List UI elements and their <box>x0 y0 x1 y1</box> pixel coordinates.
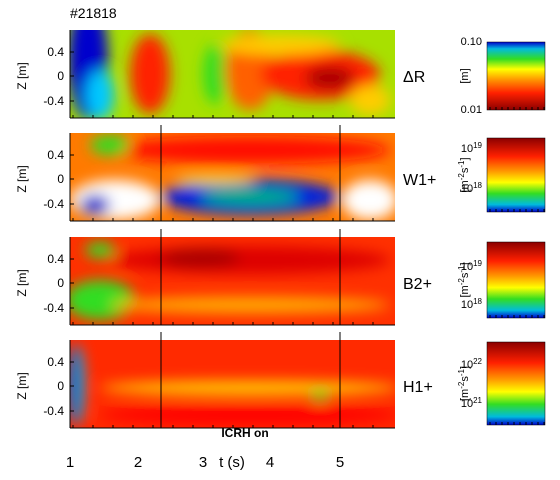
x-tick-label: 2 <box>134 454 142 471</box>
y-tick-label: 0 <box>57 276 64 290</box>
panels: 0.4 0 -0.4 Z [m] ΔR 0.10 0.01 [m] 0.4 0 -0.4 Z [m] W… <box>15 30 546 471</box>
y-tick-label: 0 <box>57 379 64 393</box>
panel-label: B2+ <box>403 276 432 293</box>
colorbar-tick-label: 1022 <box>461 357 483 372</box>
y-tick-label: -0.4 <box>43 197 64 211</box>
colorbar <box>486 241 546 319</box>
y-axis-label: Z [m] <box>15 269 29 296</box>
colorbar-unit: [m] <box>459 68 471 83</box>
colorbar-tick-label: 1018 <box>461 297 483 312</box>
colorbar-tick-label: 1021 <box>461 396 483 411</box>
x-axis-label: t (s) <box>219 454 245 471</box>
x-tick-label: 5 <box>336 454 344 471</box>
colorbar <box>486 341 546 426</box>
y-tick-label: 0.4 <box>47 252 64 266</box>
colorbar <box>486 137 546 213</box>
x-tick-label: 4 <box>266 454 274 471</box>
panel: 0.4 0 -0.4 Z [m] B2+ 1019 1018[m-2s-1] <box>15 229 546 326</box>
panel-label: W1+ <box>403 172 436 189</box>
panel: 0.4 0 -0.4 Z [m] ΔR 0.10 0.01 [m] <box>15 30 546 119</box>
panel: 0.4 0 -0.4 Z [m] H1+ 1022 1021[m-2s-1] <box>15 332 546 429</box>
annotation: ICRH on <box>221 426 268 440</box>
panel-label: ΔR <box>403 69 425 86</box>
y-axis-label: Z [m] <box>15 62 29 89</box>
contour-image <box>70 133 395 221</box>
colorbar-tick-label: 1019 <box>461 141 483 156</box>
y-axis-label: Z [m] <box>15 372 29 399</box>
colorbar-unit: [m-2s-1] <box>457 366 472 401</box>
colorbar-tick-label: 1019 <box>461 259 483 274</box>
y-tick-label: 0.4 <box>47 355 64 369</box>
contour-image <box>70 30 395 118</box>
colorbar-tick-label: 0.01 <box>461 104 482 116</box>
y-tick-label: -0.4 <box>43 94 64 108</box>
y-tick-label: 0 <box>57 172 64 186</box>
x-tick-label: 3 <box>199 454 207 471</box>
colorbar-tick-label: 0.10 <box>461 36 482 48</box>
x-tick-label: 1 <box>66 454 74 471</box>
shot-label: #21818 <box>70 5 117 21</box>
y-tick-label: -0.4 <box>43 301 64 315</box>
panel: 0.4 0 -0.4 Z [m] W1+ 1019 1018[m-2s-1] <box>15 125 546 222</box>
panel-label: H1+ <box>403 379 433 396</box>
y-axis-label: Z [m] <box>15 165 29 192</box>
y-tick-label: 0.4 <box>47 148 64 162</box>
colorbar <box>486 41 546 111</box>
y-tick-label: 0.4 <box>47 45 64 59</box>
y-tick-label: -0.4 <box>43 404 64 418</box>
contour-image <box>70 340 395 428</box>
colorbar-unit: [m-2s-1] <box>457 157 472 192</box>
colorbar-unit: [m-2s-1] <box>457 262 472 297</box>
y-tick-label: 0 <box>57 69 64 83</box>
contour-image <box>70 237 395 325</box>
colorbar-tick-label: 1018 <box>461 181 483 196</box>
